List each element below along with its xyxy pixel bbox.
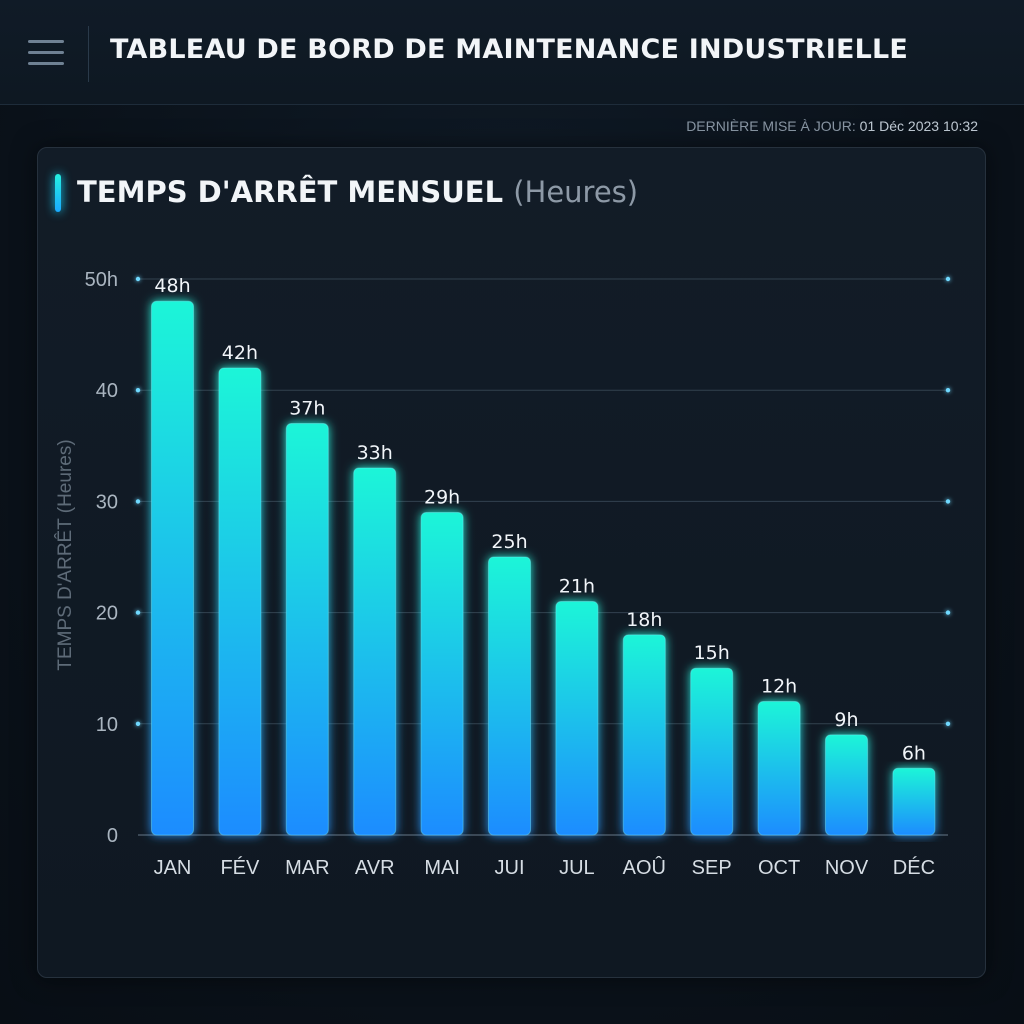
bar-sep[interactable] xyxy=(690,667,734,836)
bar-fév[interactable] xyxy=(218,367,262,836)
data-label: 12h xyxy=(761,676,797,698)
data-label: 42h xyxy=(222,342,258,364)
grid-dot xyxy=(945,276,951,282)
last-update-label: DERNIÈRE MISE À JOUR: xyxy=(686,118,856,134)
x-category-label: DÉC xyxy=(893,856,935,879)
chart-title: TEMPS D'ARRÊT MENSUEL (Heures) xyxy=(77,175,638,209)
bar-mai[interactable] xyxy=(420,512,464,836)
menu-line xyxy=(28,51,64,54)
grid-dot xyxy=(135,610,141,615)
bar-avr[interactable] xyxy=(353,467,397,836)
x-category-label: JAN xyxy=(154,857,192,879)
page-title: TABLEAU DE BORD DE MAINTENANCE INDUSTRIE… xyxy=(110,34,909,65)
data-label: 9h xyxy=(834,709,858,731)
data-label: 33h xyxy=(357,442,393,464)
grid-dot xyxy=(945,721,951,726)
data-label: 6h xyxy=(902,742,926,764)
y-tick-label: 20 xyxy=(96,603,118,625)
grid-dot xyxy=(135,388,141,393)
x-category-label: MAI xyxy=(424,857,460,879)
x-category-label: MAR xyxy=(285,857,329,879)
grid-dot xyxy=(945,388,951,393)
grid-dot xyxy=(945,610,951,615)
last-update: DERNIÈRE MISE À JOUR: 01 Déc 2023 10:32 xyxy=(686,118,978,134)
x-category-label: SEP xyxy=(692,857,732,879)
top-header: TABLEAU DE BORD DE MAINTENANCE INDUSTRIE… xyxy=(0,0,1024,105)
y-tick-label: 50h xyxy=(85,269,118,291)
bar-jui[interactable] xyxy=(488,556,531,836)
data-label: 18h xyxy=(626,609,662,631)
y-tick-label: 10 xyxy=(96,714,118,736)
bar-nov[interactable] xyxy=(825,734,868,836)
grid-dot xyxy=(945,499,951,504)
panel-accent-bar xyxy=(55,174,61,212)
x-category-label: FÉV xyxy=(220,856,260,879)
header-divider xyxy=(88,26,89,82)
hamburger-menu-icon[interactable] xyxy=(28,38,66,68)
data-label: 29h xyxy=(424,487,460,509)
data-label: 25h xyxy=(491,531,527,553)
y-axis-ticks: 0 10 20 30 40 50h xyxy=(85,269,118,847)
grid-lines xyxy=(135,276,951,836)
bar-déc[interactable] xyxy=(892,767,936,836)
menu-line xyxy=(28,62,64,65)
bar-oct[interactable] xyxy=(757,701,801,836)
data-label: 21h xyxy=(559,575,595,597)
bars xyxy=(151,300,936,836)
data-label: 15h xyxy=(694,642,730,664)
x-axis-categories: JAN FÉV MAR AVR MAI JUI JUL AOÛ SEP OCT NOV DÉC xyxy=(154,856,935,879)
bar-aoû[interactable] xyxy=(622,634,666,836)
grid-dot xyxy=(135,721,141,726)
y-tick-label: 0 xyxy=(107,825,118,847)
menu-line xyxy=(28,40,64,43)
last-update-value: 01 Déc 2023 10:32 xyxy=(859,118,978,134)
x-category-label: NOV xyxy=(825,857,869,879)
data-label: 37h xyxy=(289,398,325,420)
x-category-label: AVR xyxy=(355,857,395,879)
grid-dot xyxy=(135,499,141,504)
bar-jul[interactable] xyxy=(555,600,599,836)
data-label: 48h xyxy=(154,275,190,297)
x-category-label: JUI xyxy=(495,857,525,879)
bar-mar[interactable] xyxy=(285,423,329,836)
x-category-label: JUL xyxy=(559,857,595,879)
bar-jan[interactable] xyxy=(151,300,194,836)
y-tick-label: 30 xyxy=(96,491,118,513)
grid-dot xyxy=(135,276,141,282)
y-axis-title: TEMPS D'ARRÊT (Heures) xyxy=(54,439,76,670)
y-tick-label: 40 xyxy=(96,380,118,402)
x-category-label: OCT xyxy=(758,857,800,879)
data-labels: 48h 42h 37h 33h 29h 25h 21h 18h 15h 12h 9h 6h xyxy=(154,275,926,764)
x-category-label: AOÛ xyxy=(623,856,666,879)
chart-title-text: TEMPS D'ARRÊT MENSUEL xyxy=(77,175,504,209)
chart-title-unit: (Heures) xyxy=(513,175,639,209)
